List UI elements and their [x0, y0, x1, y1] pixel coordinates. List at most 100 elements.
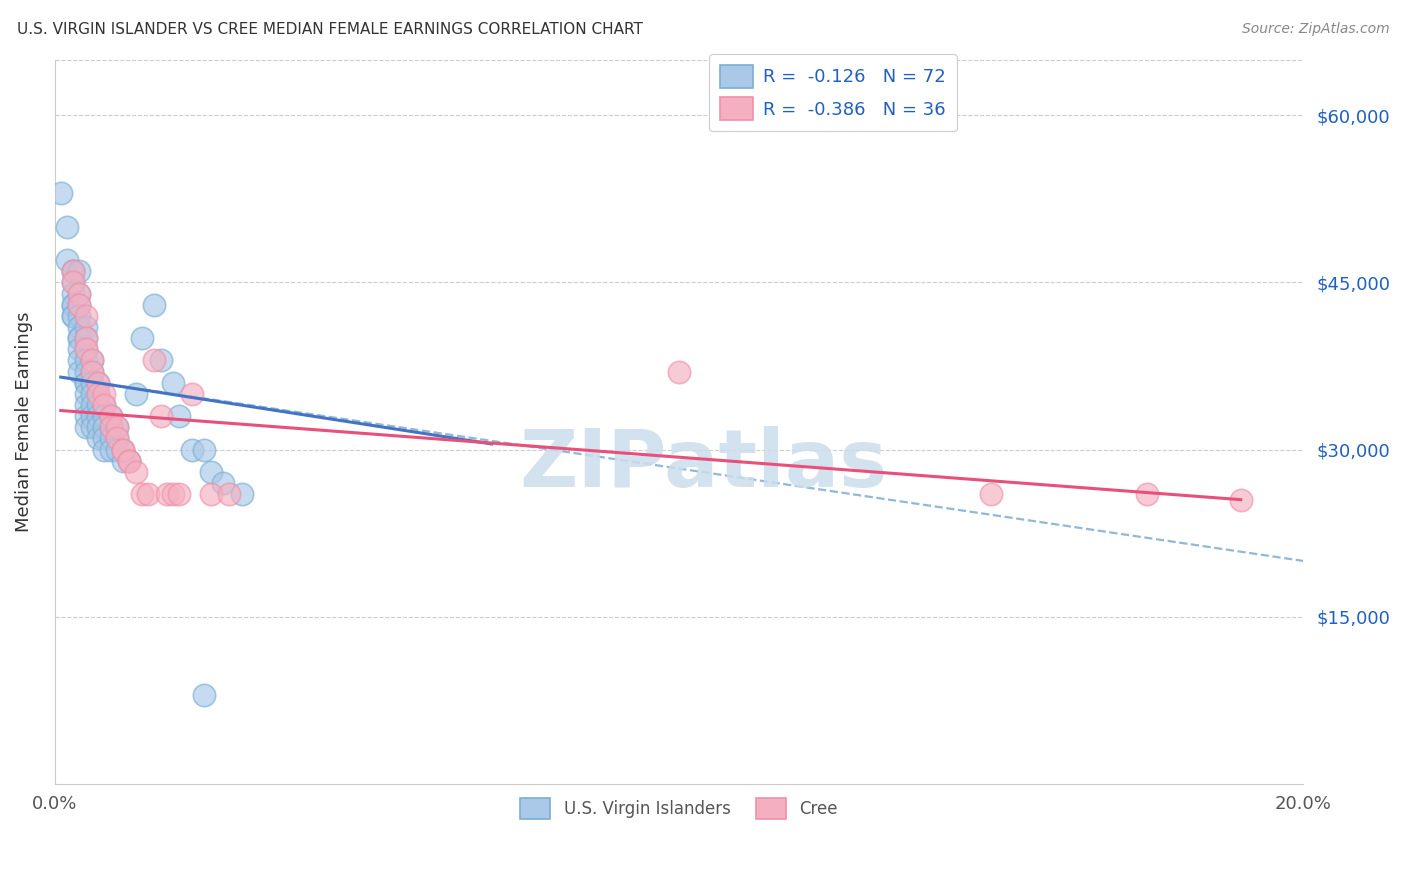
Point	[162, 487, 184, 501]
Point	[80, 353, 103, 368]
Text: Source: ZipAtlas.com: Source: ZipAtlas.com	[1241, 22, 1389, 37]
Point	[75, 409, 97, 423]
Point	[131, 487, 153, 501]
Point	[93, 431, 115, 445]
Point	[200, 487, 222, 501]
Point	[75, 309, 97, 323]
Point	[93, 420, 115, 434]
Point	[80, 398, 103, 412]
Point	[62, 286, 84, 301]
Point	[180, 442, 202, 457]
Point	[62, 298, 84, 312]
Point	[143, 353, 166, 368]
Point	[49, 186, 72, 201]
Point	[80, 365, 103, 379]
Point	[218, 487, 240, 501]
Point	[75, 376, 97, 390]
Point	[112, 442, 135, 457]
Point	[62, 309, 84, 323]
Point	[193, 688, 215, 702]
Point	[105, 431, 128, 445]
Point	[112, 453, 135, 467]
Point	[80, 386, 103, 401]
Point	[112, 442, 135, 457]
Point	[75, 386, 97, 401]
Point	[87, 420, 110, 434]
Point	[100, 420, 122, 434]
Point	[118, 453, 141, 467]
Point	[105, 420, 128, 434]
Point	[100, 409, 122, 423]
Point	[87, 431, 110, 445]
Point	[93, 398, 115, 412]
Point	[118, 453, 141, 467]
Point	[69, 286, 91, 301]
Point	[149, 353, 172, 368]
Point	[169, 487, 191, 501]
Point	[200, 465, 222, 479]
Point	[162, 376, 184, 390]
Point	[87, 376, 110, 390]
Point	[1229, 492, 1251, 507]
Point	[87, 409, 110, 423]
Point	[80, 376, 103, 390]
Point	[75, 320, 97, 334]
Point	[980, 487, 1002, 501]
Point	[69, 365, 91, 379]
Point	[69, 353, 91, 368]
Point	[193, 442, 215, 457]
Point	[75, 353, 97, 368]
Point	[112, 442, 135, 457]
Point	[93, 442, 115, 457]
Text: ZIPatlas: ZIPatlas	[520, 426, 889, 504]
Point	[69, 264, 91, 278]
Point	[62, 264, 84, 278]
Point	[93, 398, 115, 412]
Point	[62, 309, 84, 323]
Point	[93, 409, 115, 423]
Point	[75, 376, 97, 390]
Point	[80, 365, 103, 379]
Point	[136, 487, 159, 501]
Point	[75, 331, 97, 345]
Point	[100, 442, 122, 457]
Point	[131, 331, 153, 345]
Point	[75, 365, 97, 379]
Point	[75, 420, 97, 434]
Point	[125, 465, 148, 479]
Point	[69, 331, 91, 345]
Point	[105, 420, 128, 434]
Point	[80, 409, 103, 423]
Point	[93, 386, 115, 401]
Point	[56, 253, 79, 268]
Point	[100, 409, 122, 423]
Point	[125, 386, 148, 401]
Point	[80, 353, 103, 368]
Point	[62, 276, 84, 290]
Point	[62, 298, 84, 312]
Point	[75, 343, 97, 357]
Point	[69, 298, 91, 312]
Point	[105, 431, 128, 445]
Point	[169, 409, 191, 423]
Point	[105, 442, 128, 457]
Point	[156, 487, 179, 501]
Point	[75, 331, 97, 345]
Point	[69, 320, 91, 334]
Point	[87, 386, 110, 401]
Point	[62, 264, 84, 278]
Point	[87, 386, 110, 401]
Point	[62, 276, 84, 290]
Point	[100, 431, 122, 445]
Point	[668, 365, 690, 379]
Point	[212, 475, 235, 490]
Point	[87, 376, 110, 390]
Point	[75, 398, 97, 412]
Point	[75, 343, 97, 357]
Point	[143, 298, 166, 312]
Point	[100, 420, 122, 434]
Point	[118, 453, 141, 467]
Legend: U.S. Virgin Islanders, Cree: U.S. Virgin Islanders, Cree	[513, 791, 844, 826]
Point	[231, 487, 253, 501]
Point	[69, 298, 91, 312]
